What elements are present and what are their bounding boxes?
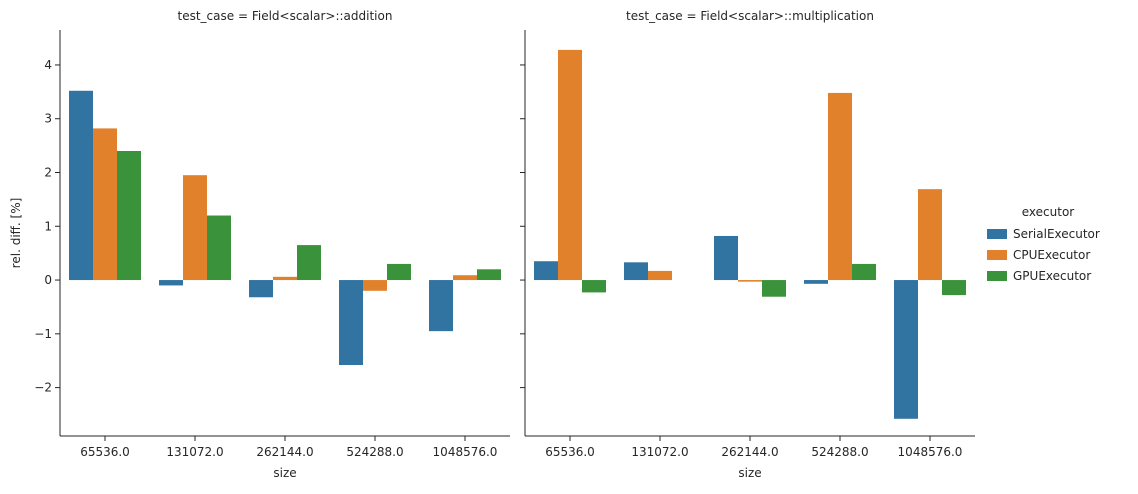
legend-title: executor — [1022, 205, 1075, 219]
bar-gpuexecutor-131072.0 — [207, 215, 231, 281]
bar-gpuexecutor-262144.0 — [297, 245, 321, 281]
bar-serialexecutor-65536.0 — [69, 90, 93, 281]
x-tick-label: 131072.0 — [166, 445, 223, 459]
bar-serialexecutor-524288.0 — [339, 280, 363, 366]
x-tick-label: 65536.0 — [80, 445, 130, 459]
x-axis-label: size — [738, 466, 761, 480]
x-tick-label: 1048576.0 — [898, 445, 963, 459]
bar-serialexecutor-131072.0 — [159, 280, 183, 286]
y-tick-label: 2 — [44, 166, 52, 180]
y-axis-label: rel. diff. [%] — [9, 198, 23, 269]
panel-title: test_case = Field<scalar>::multiplicatio… — [626, 9, 874, 23]
facet-addition: test_case = Field<scalar>::addition−2 −1 0… — [9, 9, 510, 480]
x-axis-label: size — [273, 466, 296, 480]
bar-cpuexecutor-1048576.0 — [453, 275, 477, 281]
bar-serialexecutor-524288.0 — [804, 280, 828, 284]
y-tick-label: −1 — [34, 327, 52, 341]
bar-cpuexecutor-524288.0 — [828, 92, 852, 281]
bar-gpuexecutor-1048576.0 — [477, 269, 501, 281]
legend-swatch-gpuexecutor — [987, 271, 1007, 281]
bar-serialexecutor-1048576.0 — [894, 280, 918, 419]
bar-serialexecutor-1048576.0 — [429, 280, 453, 332]
bar-gpuexecutor-524288.0 — [387, 263, 411, 281]
x-tick-label: 1048576.0 — [433, 445, 498, 459]
legend-label-serialexecutor: SerialExecutor — [1013, 227, 1100, 241]
bar-cpuexecutor-131072.0 — [183, 175, 207, 281]
y-tick-label: −2 — [34, 381, 52, 395]
legend: executor SerialExecutor CPUExecutor GPUExec… — [987, 205, 1100, 283]
facet-multiplication: test_case = Field<scalar>::multiplicatio… — [520, 9, 975, 480]
x-tick-label: 524288.0 — [811, 445, 868, 459]
bar-serialexecutor-262144.0 — [249, 280, 273, 298]
x-tick-label: 262144.0 — [721, 445, 778, 459]
bar-gpuexecutor-65536.0 — [582, 280, 606, 293]
legend-swatch-cpuexecutor — [987, 250, 1007, 260]
legend-swatch-serialexecutor — [987, 229, 1007, 239]
bar-cpuexecutor-1048576.0 — [918, 189, 942, 281]
x-tick-label: 524288.0 — [346, 445, 403, 459]
bar-serialexecutor-65536.0 — [534, 261, 558, 281]
bar-serialexecutor-262144.0 — [714, 235, 738, 281]
legend-label-cpuexecutor: CPUExecutor — [1013, 248, 1090, 262]
y-tick-label: 1 — [44, 219, 52, 233]
bar-serialexecutor-131072.0 — [624, 262, 648, 281]
bar-cpuexecutor-262144.0 — [738, 280, 762, 282]
bar-cpuexecutor-131072.0 — [648, 270, 672, 281]
bar-cpuexecutor-524288.0 — [363, 280, 387, 291]
y-tick-label: 3 — [44, 112, 52, 126]
bar-gpuexecutor-524288.0 — [852, 263, 876, 281]
x-tick-label: 262144.0 — [256, 445, 313, 459]
bar-gpuexecutor-262144.0 — [762, 280, 786, 297]
x-tick-label: 131072.0 — [631, 445, 688, 459]
y-tick-label: 4 — [44, 58, 52, 72]
bar-cpuexecutor-65536.0 — [558, 49, 582, 281]
bar-cpuexecutor-262144.0 — [273, 276, 297, 281]
legend-label-gpuexecutor: GPUExecutor — [1013, 269, 1091, 283]
panel-title: test_case = Field<scalar>::addition — [178, 9, 393, 23]
bar-cpuexecutor-65536.0 — [93, 128, 117, 281]
x-tick-label: 65536.0 — [545, 445, 595, 459]
y-tick-label: 0 — [44, 273, 52, 287]
bar-gpuexecutor-65536.0 — [117, 150, 141, 281]
bar-gpuexecutor-1048576.0 — [942, 280, 966, 296]
